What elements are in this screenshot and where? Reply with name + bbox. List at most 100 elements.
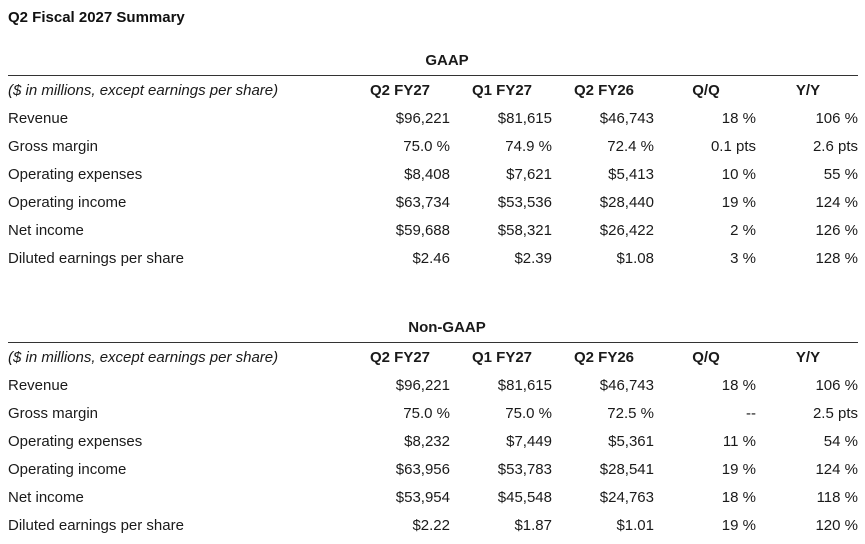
table-cell: $8,408 [404, 166, 450, 183]
table-cell: $28,440 [599, 194, 654, 211]
table-cell: $58,321 [497, 222, 552, 239]
table-cell: 11 % [722, 433, 756, 450]
table-cell: 124 % [815, 194, 858, 211]
row-label: Gross margin [8, 138, 99, 155]
table-cell: $5,361 [608, 433, 654, 450]
row-label: Operating income [8, 194, 127, 211]
row-label: Operating expenses [8, 433, 143, 450]
section-divider [8, 342, 858, 343]
table-cell: $7,621 [506, 166, 552, 183]
table-cell: $59,688 [395, 222, 450, 239]
table-cell: $2.39 [514, 250, 552, 267]
table-cell: 18 % [721, 489, 756, 506]
table-cell: $53,536 [497, 194, 552, 211]
column-header: Q/Q [692, 82, 720, 99]
column-header: Y/Y [795, 349, 821, 366]
table-cell: $46,743 [599, 110, 654, 127]
table-cell: $96,221 [395, 377, 450, 394]
table-cell: 2 % [730, 222, 756, 239]
column-header: Q/Q [692, 349, 720, 366]
table-cell: $7,449 [506, 433, 552, 450]
row-label: Revenue [8, 110, 69, 127]
table-cell: $28,541 [599, 461, 654, 478]
column-header: Q2 FY27 [369, 349, 431, 366]
table-cell: $5,413 [608, 166, 654, 183]
table-row: Operating expenses $8,232 $7,449 $5,361 … [0, 432, 865, 460]
table-cell: $46,743 [599, 377, 654, 394]
table-cell: $96,221 [395, 110, 450, 127]
column-header: Q2 FY27 [369, 82, 431, 99]
table-cell: 118 % [816, 489, 858, 506]
table-cell: $2.22 [412, 517, 450, 534]
table-cell: 124 % [815, 461, 858, 478]
row-label: Diluted earnings per share [8, 517, 184, 534]
table-cell: 19 % [721, 461, 756, 478]
table-cell: $1.08 [616, 250, 654, 267]
table-cell: $8,232 [404, 433, 450, 450]
table-cell: 18 % [721, 377, 756, 394]
row-label: Operating income [8, 461, 127, 478]
row-label: Net income [8, 222, 84, 239]
table-cell: 128 % [815, 250, 858, 267]
table-header-row: ($ in millions, except earnings per shar… [0, 81, 865, 109]
table-row: Operating expenses $8,408 $7,621 $5,413 … [0, 165, 865, 193]
table-cell: $24,763 [599, 489, 654, 506]
table-cell: 19 % [721, 194, 756, 211]
table-cell: $53,783 [497, 461, 552, 478]
table-cell: $26,422 [599, 222, 654, 239]
table-cell: $63,734 [395, 194, 450, 211]
table-cell: 75.0 % [403, 138, 450, 155]
table-row: Revenue $96,221 $81,615 $46,743 18 % 106… [0, 376, 865, 404]
row-label: Net income [8, 489, 84, 506]
table-cell: 55 % [823, 166, 858, 183]
table-cell: 72.4 % [607, 138, 654, 155]
table-cell: -- [746, 405, 756, 422]
table-cell: 3 % [730, 250, 756, 267]
table-cell: 72.5 % [607, 405, 654, 422]
section-title: GAAP [425, 52, 469, 69]
table-row: Net income $53,954 $45,548 $24,763 18 % … [0, 488, 865, 516]
table-cell: $53,954 [395, 489, 450, 506]
table-cell: $1.87 [514, 517, 552, 534]
row-label: Operating expenses [8, 166, 143, 183]
table-cell: 120 % [815, 517, 858, 534]
column-header: Q2 FY26 [573, 349, 635, 366]
table-cell: 0.1 pts [710, 138, 756, 155]
column-header: Y/Y [795, 82, 821, 99]
table-cell: 2.5 pts [812, 405, 858, 422]
row-label: Diluted earnings per share [8, 250, 184, 267]
table-cell: 106 % [815, 110, 858, 127]
row-label: Revenue [8, 377, 69, 394]
table-cell: 75.0 % [403, 405, 450, 422]
column-header: Q1 FY27 [471, 349, 533, 366]
units-note: ($ in millions, except earnings per shar… [8, 349, 279, 366]
table-row: Net income $59,688 $58,321 $26,422 2 % 1… [0, 221, 865, 249]
table-row: Gross margin 75.0 % 74.9 % 72.4 % 0.1 pt… [0, 137, 865, 165]
table-cell: 19 % [721, 517, 756, 534]
table-row: Gross margin 75.0 % 75.0 % 72.5 % -- 2.5… [0, 404, 865, 432]
column-header: Q1 FY27 [471, 82, 533, 99]
table-cell: 106 % [815, 377, 858, 394]
table-cell: $81,615 [497, 377, 552, 394]
table-row: Operating income $63,956 $53,783 $28,541… [0, 460, 865, 488]
units-note: ($ in millions, except earnings per shar… [8, 82, 279, 99]
table-row: Revenue $96,221 $81,615 $46,743 18 % 106… [0, 109, 865, 137]
table-cell: $2.46 [412, 250, 450, 267]
table-cell: 75.0 % [505, 405, 552, 422]
section-title: Non-GAAP [408, 319, 486, 336]
table-cell: 2.6 pts [812, 138, 858, 155]
table-cell: 54 % [823, 433, 858, 450]
table-cell: 10 % [721, 166, 756, 183]
table-cell: $63,956 [395, 461, 450, 478]
table-cell: 74.9 % [505, 138, 552, 155]
table-cell: $1.01 [616, 517, 654, 534]
table-row: Operating income $63,734 $53,536 $28,440… [0, 193, 865, 221]
table-cell: 126 % [815, 222, 858, 239]
column-header: Q2 FY26 [573, 82, 635, 99]
table-cell: $81,615 [497, 110, 552, 127]
table-row: Diluted earnings per share $2.22 $1.87 $… [0, 516, 865, 544]
table-cell: $45,548 [497, 489, 552, 506]
table-header-row: ($ in millions, except earnings per shar… [0, 348, 865, 376]
table-row: Diluted earnings per share $2.46 $2.39 $… [0, 249, 865, 277]
page-title: Q2 Fiscal 2027 Summary [8, 9, 185, 26]
